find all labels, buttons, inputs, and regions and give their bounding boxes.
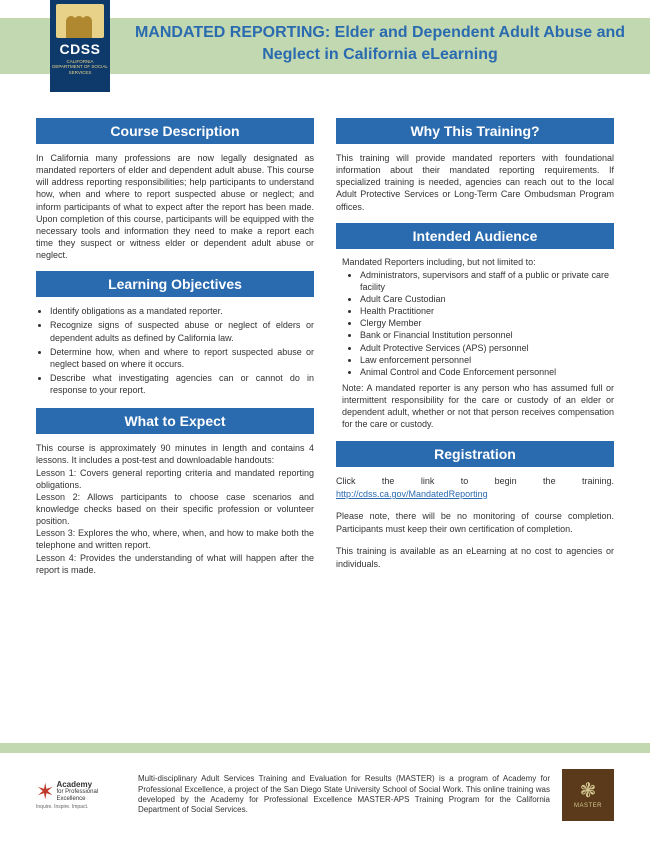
list-item: Bank or Financial Institution personnel bbox=[360, 329, 614, 341]
academy-sub1: for Professional bbox=[56, 789, 98, 796]
course-description-heading: Course Description bbox=[36, 118, 314, 144]
flame-icon: ✶ bbox=[36, 781, 54, 803]
content-area: Course Description In California many pr… bbox=[36, 118, 614, 731]
list-item: Law enforcement personnel bbox=[360, 354, 614, 366]
audience-intro: Mandated Reporters including, but not li… bbox=[336, 257, 614, 267]
registration-link[interactable]: http://cdss.ca.gov/MandatedReporting bbox=[336, 489, 488, 499]
why-training-text: This training will provide mandated repo… bbox=[336, 152, 614, 213]
why-training-heading: Why This Training? bbox=[336, 118, 614, 144]
list-item: Adult Care Custodian bbox=[360, 293, 614, 305]
academy-logo: ✶ Academy for Professional Excellence In… bbox=[36, 781, 126, 810]
list-item: Determine how, when and where to report … bbox=[50, 346, 314, 370]
logo-acronym: CDSS bbox=[60, 41, 101, 57]
registration-p1: Click the link to begin the training. ht… bbox=[336, 475, 614, 502]
audience-note: Note: A mandated reporter is any person … bbox=[336, 382, 614, 431]
master-logo: ❃ MASTER bbox=[562, 769, 614, 821]
course-description-text: In California many professions are now l… bbox=[36, 152, 314, 261]
master-name: MASTER bbox=[574, 803, 602, 809]
logo-graphic bbox=[56, 4, 104, 38]
what-to-expect-heading: What to Expect bbox=[36, 408, 314, 434]
audience-list: Administrators, supervisors and staff of… bbox=[336, 269, 614, 378]
list-item: Adult Protective Services (APS) personne… bbox=[360, 342, 614, 354]
registration-p3: This training is available as an eLearni… bbox=[336, 545, 614, 572]
intended-audience-heading: Intended Audience bbox=[336, 223, 614, 249]
tree-icon: ❃ bbox=[580, 781, 597, 801]
registration-p2: Please note, there will be no monitoring… bbox=[336, 510, 614, 537]
list-item: Health Practitioner bbox=[360, 305, 614, 317]
list-item: Identify obligations as a mandated repor… bbox=[50, 305, 314, 317]
list-item: Animal Control and Code Enforcement pers… bbox=[360, 366, 614, 378]
academy-name: Academy bbox=[56, 781, 98, 790]
list-item: Describe what investigating agencies can… bbox=[50, 372, 314, 396]
academy-tagline: Inquire. Inspire. Impact. bbox=[36, 804, 88, 810]
registration-p1-pre: Click the link to begin the training. bbox=[336, 476, 614, 486]
right-column: Why This Training? This training will pr… bbox=[336, 118, 614, 731]
learning-objectives-heading: Learning Objectives bbox=[36, 271, 314, 297]
list-item: Administrators, supervisors and staff of… bbox=[360, 269, 614, 293]
registration-heading: Registration bbox=[336, 441, 614, 467]
footer-band bbox=[0, 743, 650, 753]
footer: ✶ Academy for Professional Excellence In… bbox=[36, 761, 614, 829]
list-item: Recognize signs of suspected abuse or ne… bbox=[50, 319, 314, 343]
academy-sub2: Excellence bbox=[56, 796, 98, 803]
logo-subtext: CALIFORNIA DEPARTMENT OF SOCIAL SERVICES bbox=[50, 59, 110, 75]
cdss-logo: CDSS CALIFORNIA DEPARTMENT OF SOCIAL SER… bbox=[50, 0, 110, 92]
left-column: Course Description In California many pr… bbox=[36, 118, 314, 731]
footer-text: Multi-disciplinary Adult Services Traini… bbox=[138, 774, 550, 816]
list-item: Clergy Member bbox=[360, 317, 614, 329]
learning-objectives-list: Identify obligations as a mandated repor… bbox=[36, 305, 314, 398]
what-to-expect-text: This course is approximately 90 minutes … bbox=[36, 442, 314, 576]
page-title: MANDATED REPORTING: Elder and Dependent … bbox=[130, 22, 630, 65]
